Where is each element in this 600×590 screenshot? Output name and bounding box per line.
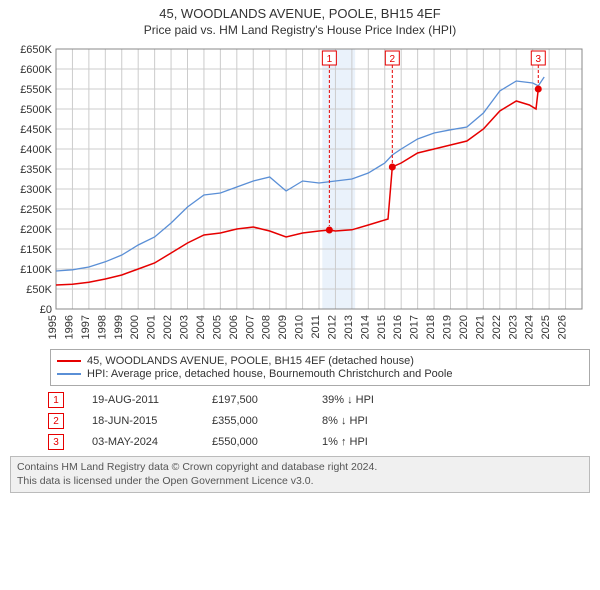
svg-text:2014: 2014 [359, 315, 371, 339]
legend-swatch [57, 360, 81, 362]
svg-text:£400K: £400K [20, 144, 52, 156]
svg-text:£450K: £450K [20, 124, 52, 136]
footer-line-1: Contains HM Land Registry data © Crown c… [17, 461, 583, 475]
svg-text:2024: 2024 [524, 315, 536, 339]
svg-text:2011: 2011 [310, 315, 322, 339]
legend-label: HPI: Average price, detached house, Bour… [87, 368, 452, 380]
svg-text:2015: 2015 [376, 315, 388, 339]
svg-text:2021: 2021 [474, 315, 486, 339]
svg-text:1996: 1996 [63, 315, 75, 339]
sale-marker-box: 3 [48, 434, 64, 450]
footer-line-2: This data is licensed under the Open Gov… [17, 475, 583, 489]
sale-row: 3 03-MAY-2024£550,0001% ↑ HPI [48, 434, 590, 450]
svg-text:2006: 2006 [228, 315, 240, 339]
svg-text:2012: 2012 [326, 315, 338, 339]
legend-swatch [57, 373, 81, 375]
sale-marker-box: 1 [48, 392, 64, 408]
title-sub: Price paid vs. HM Land Registry's House … [0, 23, 600, 37]
sale-price: £550,000 [212, 436, 322, 448]
svg-text:2004: 2004 [195, 315, 207, 339]
svg-text:2013: 2013 [343, 315, 355, 339]
attribution-footer: Contains HM Land Registry data © Crown c… [10, 456, 590, 493]
svg-text:2023: 2023 [507, 315, 519, 339]
svg-text:2003: 2003 [179, 315, 191, 339]
svg-text:£200K: £200K [20, 224, 52, 236]
svg-text:2026: 2026 [557, 315, 569, 339]
svg-text:1995: 1995 [47, 315, 59, 339]
svg-text:2008: 2008 [261, 315, 273, 339]
title-main: 45, WOODLANDS AVENUE, POOLE, BH15 4EF [0, 6, 600, 21]
svg-text:3: 3 [535, 54, 541, 65]
svg-text:1: 1 [327, 54, 333, 65]
legend-label: 45, WOODLANDS AVENUE, POOLE, BH15 4EF (d… [87, 355, 414, 367]
svg-text:1999: 1999 [113, 315, 125, 339]
legend-item: 45, WOODLANDS AVENUE, POOLE, BH15 4EF (d… [57, 355, 583, 367]
svg-text:2010: 2010 [294, 315, 306, 339]
svg-text:2018: 2018 [425, 315, 437, 339]
svg-text:£150K: £150K [20, 244, 52, 256]
svg-text:2020: 2020 [458, 315, 470, 339]
sale-date: 18-JUN-2015 [92, 415, 212, 427]
sale-row: 2 18-JUN-2015£355,0008% ↓ HPI [48, 413, 590, 429]
svg-text:£0: £0 [40, 304, 52, 316]
svg-text:£550K: £550K [20, 84, 52, 96]
svg-text:2016: 2016 [392, 315, 404, 339]
sale-price: £197,500 [212, 394, 322, 406]
sale-row: 1 19-AUG-2011£197,50039% ↓ HPI [48, 392, 590, 408]
sale-hpi-diff: 1% ↑ HPI [322, 436, 422, 448]
sale-hpi-diff: 39% ↓ HPI [322, 394, 422, 406]
svg-text:£100K: £100K [20, 264, 52, 276]
svg-text:£600K: £600K [20, 64, 52, 76]
sale-marker-box: 2 [48, 413, 64, 429]
svg-text:2005: 2005 [211, 315, 223, 339]
line-chart: £0 £50K £100K £150K £200K £250K £300K £350K £400… [10, 43, 590, 343]
svg-text:2019: 2019 [442, 315, 454, 339]
svg-text:1998: 1998 [96, 315, 108, 339]
svg-text:2002: 2002 [162, 315, 174, 339]
chart-header: 45, WOODLANDS AVENUE, POOLE, BH15 4EF Pr… [0, 0, 600, 39]
chart-container: £0 £50K £100K £150K £200K £250K £300K £350K £400… [10, 43, 590, 343]
legend: 45, WOODLANDS AVENUE, POOLE, BH15 4EF (d… [50, 349, 590, 386]
sales-table: 1 19-AUG-2011£197,50039% ↓ HPI 2 18-JUN-201… [48, 392, 590, 450]
svg-text:£650K: £650K [20, 44, 52, 56]
svg-text:£500K: £500K [20, 104, 52, 116]
svg-text:£50K: £50K [26, 284, 52, 296]
svg-text:2001: 2001 [146, 315, 158, 339]
svg-text:2025: 2025 [540, 315, 552, 339]
sale-date: 03-MAY-2024 [92, 436, 212, 448]
sale-price: £355,000 [212, 415, 322, 427]
svg-text:1997: 1997 [80, 315, 92, 339]
svg-text:2: 2 [390, 54, 396, 65]
svg-text:2009: 2009 [277, 315, 289, 339]
svg-text:£250K: £250K [20, 204, 52, 216]
sale-hpi-diff: 8% ↓ HPI [322, 415, 422, 427]
svg-text:2007: 2007 [244, 315, 256, 339]
svg-text:2017: 2017 [409, 315, 421, 339]
sale-date: 19-AUG-2011 [92, 394, 212, 406]
legend-item: HPI: Average price, detached house, Bour… [57, 368, 583, 380]
svg-text:2000: 2000 [129, 315, 141, 339]
svg-text:£350K: £350K [20, 164, 52, 176]
svg-text:£300K: £300K [20, 184, 52, 196]
svg-text:2022: 2022 [491, 315, 503, 339]
